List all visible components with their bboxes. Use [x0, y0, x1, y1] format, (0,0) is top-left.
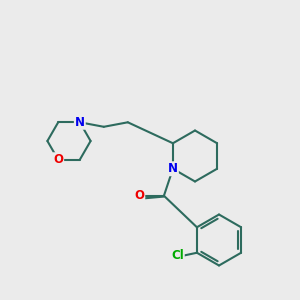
Text: O: O — [134, 189, 144, 202]
Text: O: O — [53, 153, 63, 166]
Text: N: N — [168, 162, 178, 175]
Text: Cl: Cl — [171, 249, 184, 262]
Text: N: N — [75, 116, 85, 129]
